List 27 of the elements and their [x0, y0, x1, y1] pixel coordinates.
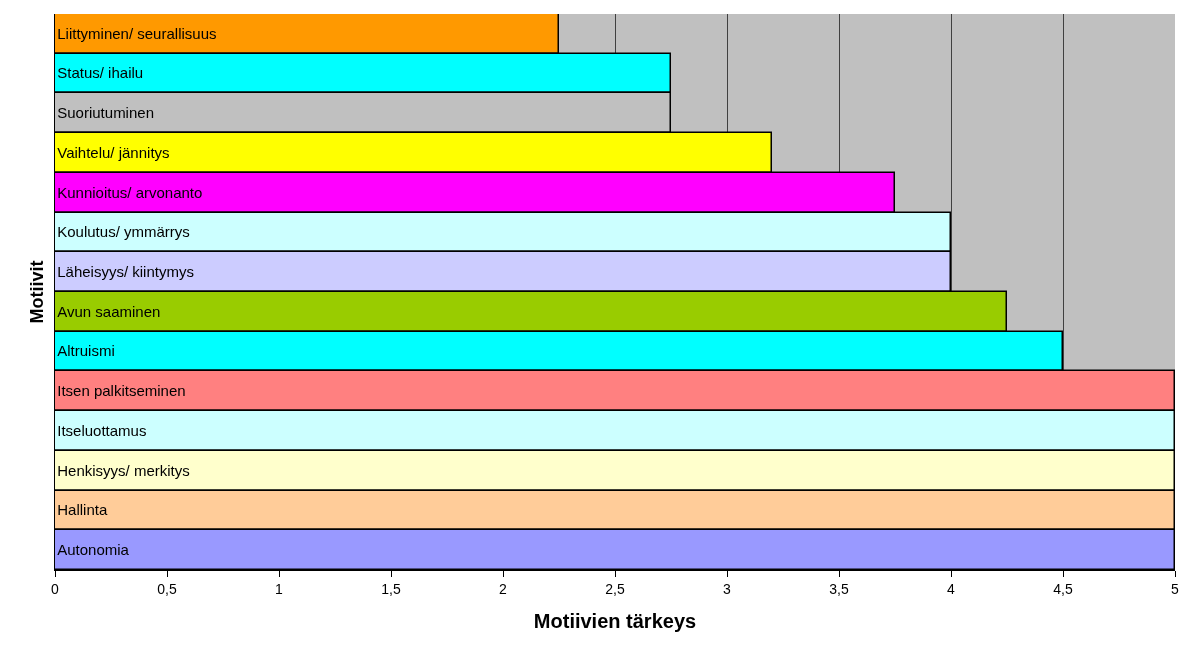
x-tick-label: 5: [1171, 580, 1180, 597]
x-axis-title: Motiivien tärkeys: [533, 610, 697, 633]
y-tick-label: Altruismi: [57, 342, 115, 360]
y-tick-label: Status/ ihailu: [57, 64, 144, 82]
y-tick-label: Henkisyys/ merkitys: [57, 461, 190, 479]
x-tick-label: 2: [499, 580, 508, 597]
x-tick-label: 2,5: [605, 580, 625, 597]
y-axis-title: Motiivit: [27, 260, 48, 324]
y-tick-label: Suoriutuminen: [57, 103, 154, 121]
y-tick-label: Kunnioitus/ arvonanto: [57, 183, 203, 201]
x-tick-label: 4: [947, 580, 956, 597]
y-tick-label: Itseluottamus: [57, 421, 147, 439]
y-tick-label: Läheisyys/ kiintymys: [57, 262, 194, 280]
x-tick-label: 3,5: [829, 580, 849, 597]
y-tick-label: Vaihtelu/ jännitys: [57, 143, 170, 161]
x-tick-label: 0: [51, 580, 60, 597]
y-tick-label: Liittyminen/ seurallisuus: [57, 24, 217, 42]
y-tick-label: Autonomia: [57, 540, 130, 558]
y-tick-label: Hallinta: [57, 501, 108, 519]
y-tick-label: Koulutus/ ymmärrys: [57, 223, 190, 241]
y-tick-label: Itsen palkitseminen: [57, 381, 186, 399]
y-tick-label: Avun saaminen: [57, 302, 161, 320]
x-tick-label: 1: [275, 580, 284, 597]
x-tick-label: 4,5: [1053, 580, 1073, 597]
x-tick-label: 1,5: [381, 580, 401, 597]
x-tick-label: 0,5: [157, 580, 177, 597]
x-tick-label: 3: [723, 580, 732, 597]
